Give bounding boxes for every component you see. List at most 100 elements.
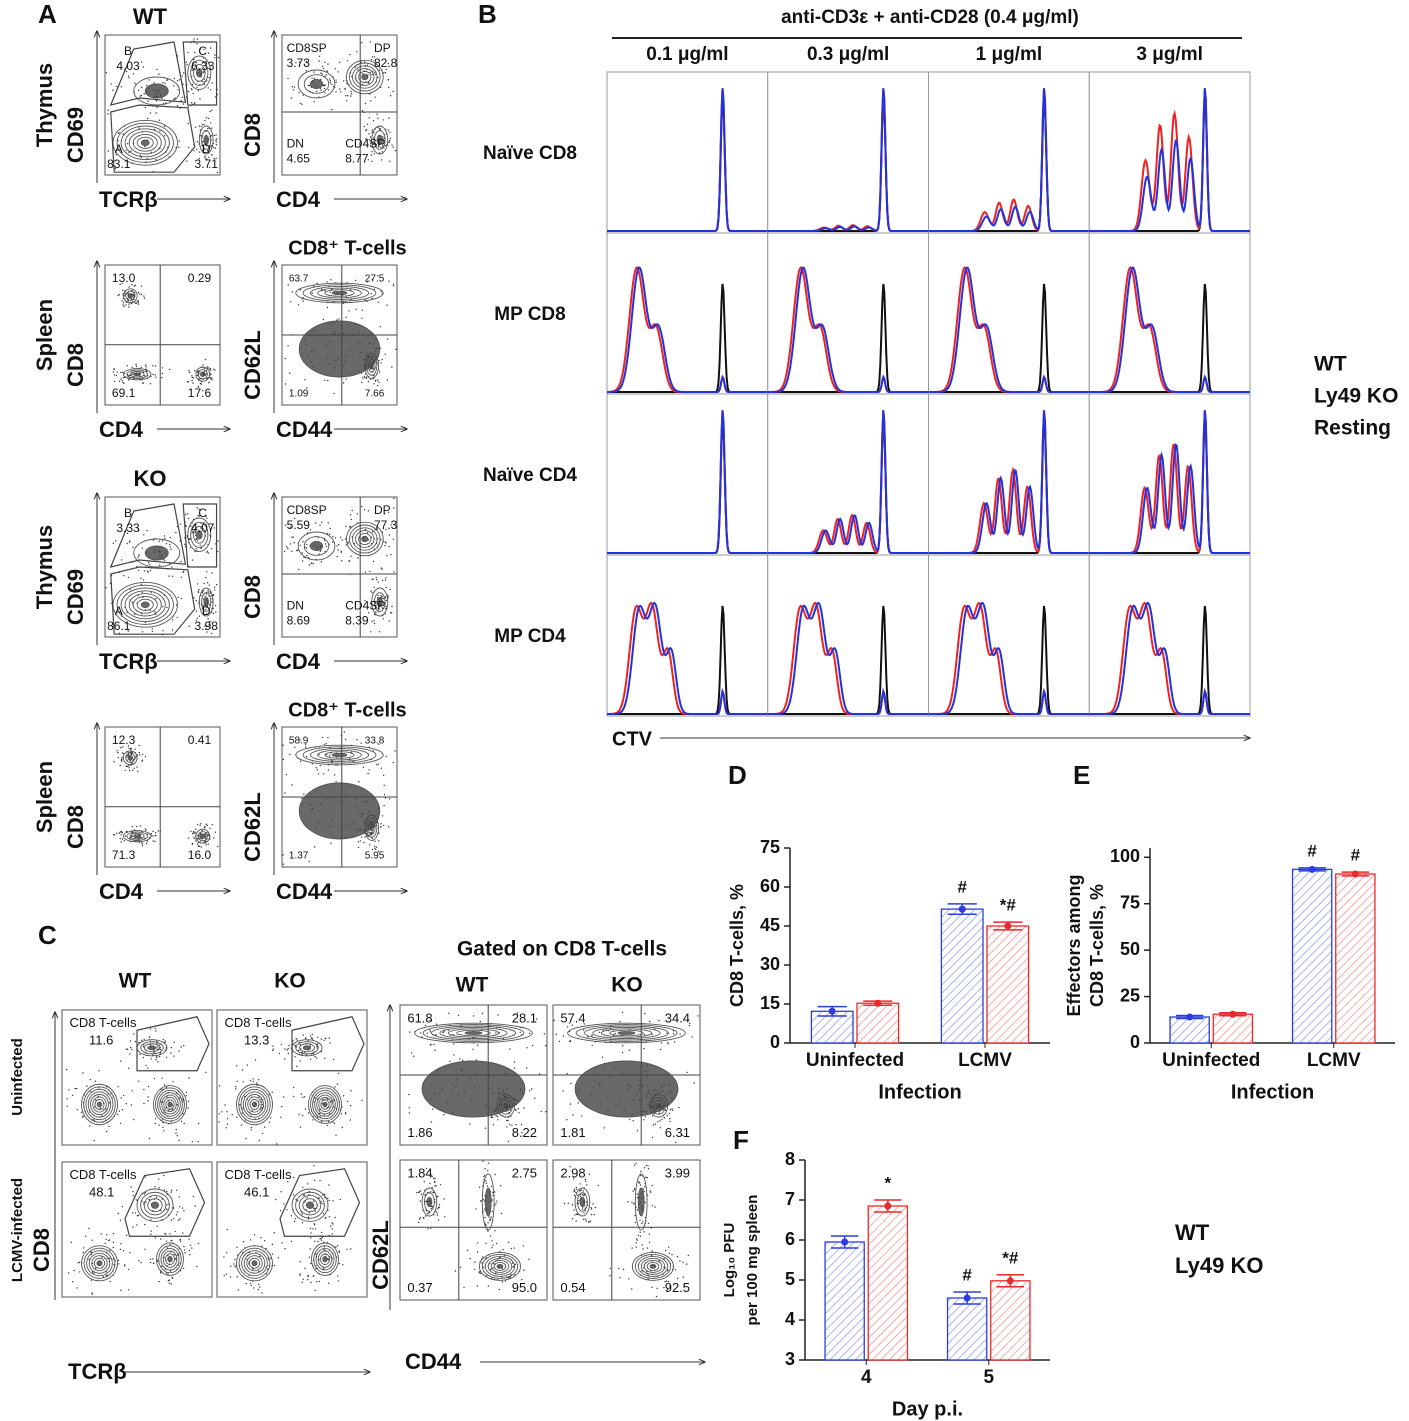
event-dot xyxy=(490,1116,492,1119)
event-dot xyxy=(235,1088,237,1090)
event-dot xyxy=(180,576,182,578)
event-dot xyxy=(163,1084,166,1086)
event-dot xyxy=(98,1070,100,1072)
event-dot xyxy=(150,1230,152,1232)
event-dot xyxy=(125,304,127,306)
event-dot xyxy=(141,760,143,762)
event-dot xyxy=(119,1248,122,1251)
event-dot xyxy=(384,541,387,543)
event-dot xyxy=(655,1295,658,1298)
event-dot xyxy=(112,1232,115,1235)
event-dot xyxy=(195,126,197,128)
event-dot xyxy=(603,1127,605,1129)
event-dot xyxy=(208,76,210,79)
wt-curve xyxy=(1089,410,1250,554)
event-dot xyxy=(474,1261,476,1263)
event-dot xyxy=(264,1240,266,1242)
event-dot xyxy=(485,1275,488,1277)
event-dot xyxy=(380,290,382,292)
event-dot xyxy=(410,1052,413,1054)
event-dot xyxy=(504,1280,507,1282)
x-axis-label: TCRβ xyxy=(99,649,158,674)
mean-dot xyxy=(828,1007,836,1015)
gate-name: B xyxy=(124,44,132,58)
event-dot xyxy=(322,1241,325,1243)
event-dot xyxy=(654,1206,656,1208)
event-dot xyxy=(634,1214,636,1217)
event-dot xyxy=(139,293,141,295)
event-dot xyxy=(487,1285,490,1287)
event-dot xyxy=(143,1102,145,1105)
event-dot xyxy=(438,1204,441,1206)
histogram-frame xyxy=(928,71,1090,234)
event-dot xyxy=(252,1268,254,1270)
event-dot xyxy=(162,81,164,84)
event-dot xyxy=(121,1109,124,1111)
event-dot xyxy=(658,1260,660,1262)
event-dot xyxy=(139,1053,141,1056)
event-dot xyxy=(147,100,149,102)
event-dot xyxy=(77,1262,79,1264)
contour xyxy=(349,524,381,554)
event-dot xyxy=(170,1240,172,1242)
event-dot xyxy=(191,88,193,91)
event-dot xyxy=(619,1277,621,1279)
event-dot xyxy=(307,1274,309,1277)
event-dot xyxy=(197,539,199,541)
event-dot xyxy=(218,1085,221,1087)
event-dot xyxy=(311,292,313,294)
event-dot xyxy=(463,1286,465,1289)
event-dot xyxy=(584,1178,587,1181)
event-dot xyxy=(163,1174,165,1177)
event-dot xyxy=(206,550,208,552)
event-dot xyxy=(112,542,115,544)
event-dot xyxy=(657,1121,659,1123)
event-dot xyxy=(340,550,342,552)
gate xyxy=(124,1168,206,1237)
contour xyxy=(122,750,138,766)
event-dot xyxy=(366,123,369,126)
event-dot xyxy=(164,1232,166,1235)
event-dot xyxy=(209,627,211,629)
event-dot xyxy=(204,825,206,828)
x-tick-label: LCMV xyxy=(1307,1050,1361,1071)
event-dot xyxy=(384,72,387,74)
event-dot xyxy=(378,359,380,362)
event-dot xyxy=(141,753,144,755)
event-dot xyxy=(351,509,353,512)
event-dot xyxy=(491,1240,493,1242)
event-dot xyxy=(172,1207,175,1210)
event-dot xyxy=(166,1208,168,1210)
event-dot xyxy=(313,285,315,287)
event-dot xyxy=(284,1048,286,1050)
event-dot xyxy=(318,1259,320,1261)
event-dot xyxy=(392,285,395,287)
event-dot xyxy=(317,537,319,539)
event-dot xyxy=(356,51,358,53)
gate-value: 46.1 xyxy=(244,1184,269,1199)
event-dot xyxy=(581,1208,584,1210)
event-dot xyxy=(523,1107,525,1109)
event-dot xyxy=(215,141,217,143)
event-dot xyxy=(146,158,149,160)
event-dot xyxy=(127,75,130,77)
contour xyxy=(609,1029,644,1037)
gate-name: DN xyxy=(287,598,304,612)
event-dot xyxy=(583,1029,585,1031)
contour xyxy=(600,1028,653,1038)
event-dot xyxy=(119,283,121,285)
event-dot xyxy=(380,767,383,769)
event-dot xyxy=(179,1238,181,1241)
event-dot xyxy=(331,108,333,111)
event-dot xyxy=(223,1275,225,1277)
event-dot xyxy=(170,548,172,551)
event-dot xyxy=(444,1216,446,1218)
event-dot xyxy=(669,1118,671,1120)
event-dot xyxy=(206,625,208,627)
contour xyxy=(637,1187,645,1217)
event-dot xyxy=(209,827,211,829)
event-dot xyxy=(194,1205,196,1207)
event-dot xyxy=(113,380,116,382)
event-dot xyxy=(141,842,143,844)
event-dot xyxy=(112,1241,115,1243)
